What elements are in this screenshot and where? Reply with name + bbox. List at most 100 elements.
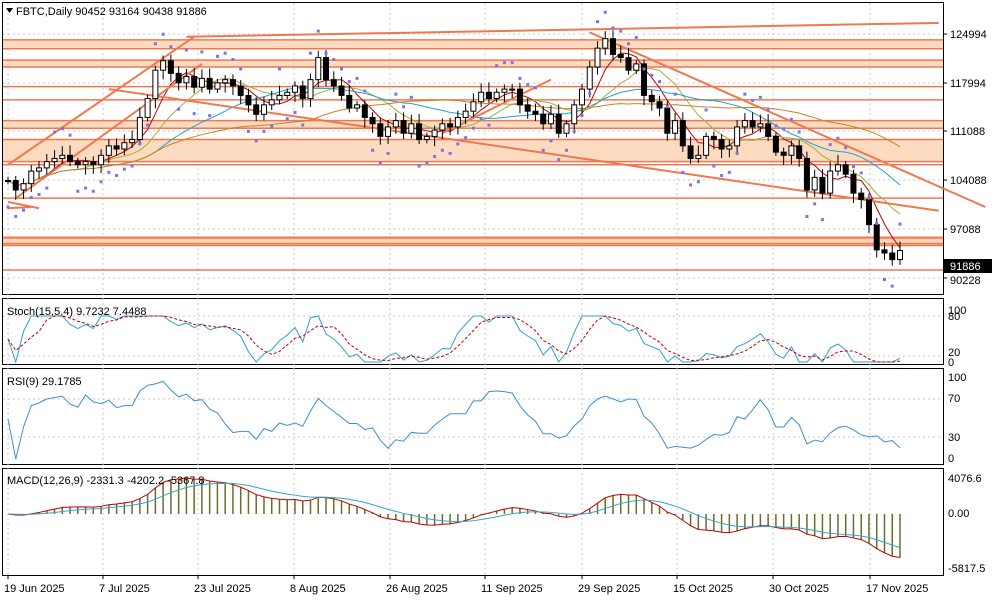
psar-dot — [564, 148, 568, 152]
psar-dot — [440, 148, 444, 152]
psar-dot — [526, 83, 530, 87]
candle-body — [385, 126, 392, 137]
psar-dot — [200, 50, 204, 54]
stoch-main-line — [7, 315, 901, 364]
candle-body — [90, 161, 97, 166]
candle-body — [268, 99, 275, 106]
candle-body — [330, 79, 337, 87]
price-tick-label: 104088 — [950, 175, 987, 187]
candle-body — [578, 88, 585, 106]
candle-body — [788, 145, 795, 156]
candle-body — [571, 104, 578, 125]
psar-dot — [293, 110, 297, 114]
psar-dot — [541, 148, 545, 152]
psar-dot — [417, 164, 421, 168]
candle-body — [12, 180, 19, 191]
candle-body — [524, 104, 531, 112]
psar-dot — [29, 196, 33, 200]
psar-dot — [184, 48, 188, 52]
psar-dot — [146, 123, 150, 127]
candle-body — [726, 145, 733, 150]
psar-dot — [813, 202, 817, 206]
candle-body — [206, 77, 213, 90]
candle-body — [462, 110, 469, 118]
candle-body — [493, 91, 500, 100]
psar-dot — [557, 158, 561, 162]
rsi-scale-label: 70 — [948, 393, 960, 405]
rsi-label: RSI(9) 29.1785 — [7, 376, 82, 388]
candle-body — [532, 110, 539, 115]
candle-body — [447, 123, 454, 128]
psar-dot — [689, 183, 693, 187]
psar-dot — [712, 164, 716, 168]
candle-body — [485, 91, 492, 100]
psar-dot — [122, 167, 126, 171]
psar-dot — [107, 170, 111, 174]
candle-body — [307, 79, 314, 100]
psar-dot — [882, 278, 886, 281]
parabolic-sar — [6, 10, 902, 288]
psar-dot — [875, 221, 879, 225]
candle-body — [819, 176, 826, 194]
stoch-signal-line — [7, 315, 901, 363]
psar-dot — [363, 89, 367, 93]
psar-dot — [572, 129, 576, 133]
psar-dot — [828, 143, 832, 147]
date-label: 11 Sep 2025 — [481, 583, 543, 595]
macd-scale-label: -5817.5 — [948, 563, 985, 575]
stoch-panel-frame — [2, 298, 944, 365]
psar-dot — [91, 189, 95, 193]
psar-dot — [386, 151, 390, 155]
candle-body — [648, 94, 655, 103]
candle-body — [547, 113, 554, 125]
trendline — [15, 63, 203, 199]
psar-dot — [347, 80, 351, 84]
psar-dot — [6, 205, 10, 209]
resistance-zone — [3, 237, 943, 244]
candle-body — [516, 88, 523, 106]
candle-body — [113, 145, 120, 150]
psar-dot — [696, 180, 700, 184]
candle-body — [540, 113, 547, 125]
candle-body — [43, 161, 50, 169]
macd-scale-label: 0.00 — [948, 508, 969, 520]
price-tick-label: 111088 — [950, 126, 985, 138]
last-price-marker — [944, 259, 992, 273]
stoch-label: Stoch(15,5,4) 9.7232 7.4488 — [7, 306, 146, 318]
date-label: 15 Oct 2025 — [673, 583, 733, 595]
resistance-zone — [3, 39, 943, 49]
candle-body — [672, 120, 679, 134]
psar-dot — [99, 180, 103, 184]
rsi-scale-label: 30 — [948, 432, 960, 444]
candle-body — [82, 161, 89, 166]
candle-body — [842, 164, 849, 175]
stoch-scale-label: 0 — [948, 357, 954, 369]
candle-body — [664, 107, 671, 134]
candle-body — [586, 66, 593, 90]
psar-dot — [316, 29, 320, 33]
candle-body — [594, 47, 601, 68]
psar-dot — [851, 165, 855, 169]
psar-dot — [22, 208, 26, 212]
psar-dot — [611, 26, 615, 30]
chart-menu-icon[interactable] — [6, 8, 13, 13]
date-label: 8 Aug 2025 — [290, 583, 346, 595]
rsi-line — [7, 380, 901, 460]
psar-dot — [766, 108, 770, 112]
candle-body — [865, 198, 872, 226]
candle-body — [175, 72, 182, 84]
psar-dot — [844, 146, 848, 150]
psar-dot — [518, 76, 522, 80]
candle-body — [772, 135, 779, 153]
candle-body — [710, 135, 717, 141]
candle-body — [431, 129, 438, 137]
candle-body — [858, 192, 865, 200]
moving-average-line — [7, 99, 901, 186]
psar-dot — [627, 42, 631, 46]
candle-body — [392, 120, 399, 128]
psar-dot — [231, 57, 235, 61]
psar-dot — [867, 196, 871, 200]
candle-body — [346, 94, 353, 109]
macd-scale-label: 4076.6 — [948, 473, 982, 485]
candlesticks — [5, 30, 903, 266]
